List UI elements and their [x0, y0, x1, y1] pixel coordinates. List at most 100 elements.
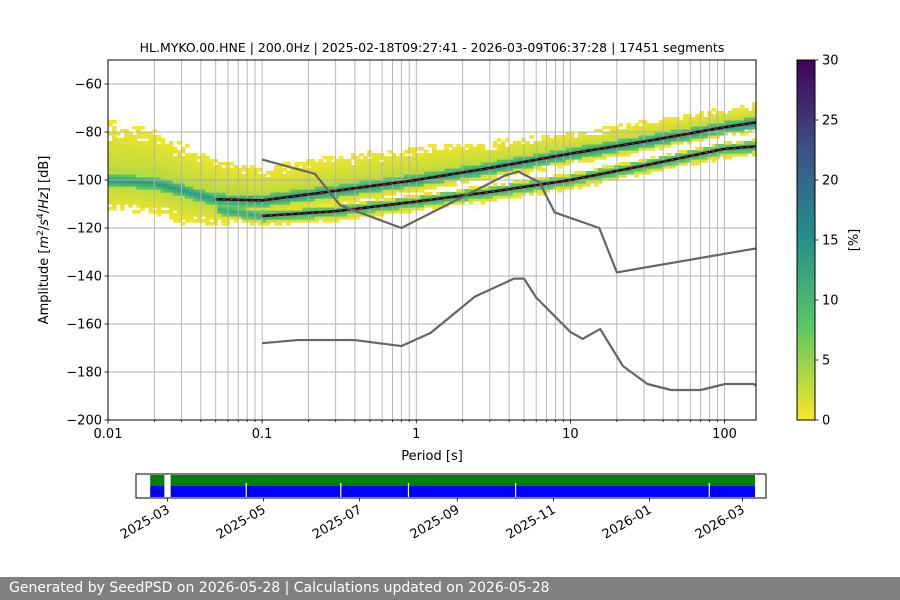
density-cell	[521, 138, 526, 142]
density-cell	[168, 165, 174, 169]
density-cell	[132, 150, 137, 154]
density-cell	[209, 216, 214, 220]
density-cell	[152, 141, 158, 145]
density-cell	[662, 117, 668, 121]
density-cell	[731, 108, 737, 112]
density-cell	[116, 195, 121, 199]
density-cell	[132, 168, 137, 172]
density-cell	[233, 213, 239, 217]
density-cell	[581, 156, 587, 160]
density-cell	[423, 162, 429, 166]
density-cell	[695, 117, 700, 121]
density-cell	[189, 153, 194, 157]
density-cell	[577, 141, 583, 145]
density-cell	[399, 165, 405, 169]
density-cell	[351, 168, 356, 172]
density-cell	[132, 126, 137, 130]
density-cell	[278, 180, 283, 184]
density-cell	[189, 180, 194, 184]
density-cell	[257, 183, 263, 187]
density-cell	[164, 144, 170, 148]
density-cell	[120, 153, 125, 157]
density-cell	[278, 204, 283, 208]
density-cell	[496, 195, 502, 199]
density-cell	[197, 201, 202, 205]
timeline-tick-label: 2025-11	[504, 502, 559, 542]
density-cell	[423, 180, 429, 184]
density-cell	[298, 216, 303, 220]
density-cell	[695, 126, 700, 130]
density-cell	[723, 123, 729, 127]
density-cell	[193, 195, 198, 199]
density-cell	[488, 198, 494, 202]
density-cell	[371, 180, 376, 184]
density-cell	[735, 129, 741, 133]
density-cell	[156, 144, 162, 148]
density-cell	[585, 156, 591, 160]
density-cell	[634, 126, 640, 130]
density-cell	[128, 147, 133, 151]
density-cell	[521, 153, 526, 157]
density-cell	[152, 138, 158, 142]
density-cell	[743, 126, 749, 130]
density-cell	[654, 135, 660, 139]
density-cell	[351, 198, 356, 202]
density-cell	[152, 153, 158, 157]
density-cell	[132, 165, 137, 169]
density-cell	[140, 177, 146, 181]
density-cell	[209, 162, 214, 166]
density-cell	[743, 141, 749, 145]
density-cell	[577, 171, 583, 175]
density-cell	[517, 192, 522, 196]
density-cell	[318, 174, 324, 178]
density-cell	[197, 219, 202, 223]
density-cell	[184, 186, 190, 190]
density-cell	[747, 123, 753, 127]
density-cell	[638, 132, 644, 136]
density-cell	[517, 144, 522, 148]
density-cell	[189, 207, 194, 211]
density-cell	[310, 219, 316, 223]
density-cell	[302, 165, 308, 169]
density-cell	[116, 153, 121, 157]
density-cell	[565, 177, 571, 181]
density-cell	[444, 159, 449, 163]
density-cell	[322, 216, 328, 220]
density-cell	[172, 219, 178, 223]
density-cell	[589, 144, 595, 148]
density-cell	[529, 189, 534, 193]
density-cell	[184, 159, 190, 163]
density-cell	[359, 210, 364, 214]
density-cell	[383, 180, 389, 184]
density-cell	[148, 156, 154, 160]
density-cell	[322, 165, 328, 169]
low-noise-model-line	[262, 277, 756, 392]
density-cell	[112, 126, 117, 130]
density-cell	[237, 216, 243, 220]
density-cell	[492, 141, 498, 145]
density-cell	[346, 198, 352, 202]
density-cell	[407, 207, 413, 211]
density-cell	[257, 216, 263, 220]
density-cell	[184, 165, 190, 169]
density-cell	[371, 162, 376, 166]
density-cell	[326, 171, 332, 175]
density-cell	[472, 174, 478, 178]
density-cell	[391, 186, 397, 190]
density-cell	[120, 129, 125, 133]
density-cell	[136, 165, 141, 169]
density-cell	[189, 177, 194, 181]
density-cell	[351, 165, 356, 169]
density-cell	[322, 201, 328, 205]
density-cell	[662, 123, 668, 127]
density-cell	[184, 183, 190, 187]
density-cell	[444, 162, 449, 166]
density-cell	[626, 129, 632, 133]
density-cell	[326, 207, 332, 211]
density-cell	[278, 189, 283, 193]
density-cell	[699, 156, 704, 160]
density-cell	[249, 180, 255, 184]
density-cell	[735, 120, 741, 124]
density-cell	[395, 156, 401, 160]
density-cell	[274, 201, 279, 205]
